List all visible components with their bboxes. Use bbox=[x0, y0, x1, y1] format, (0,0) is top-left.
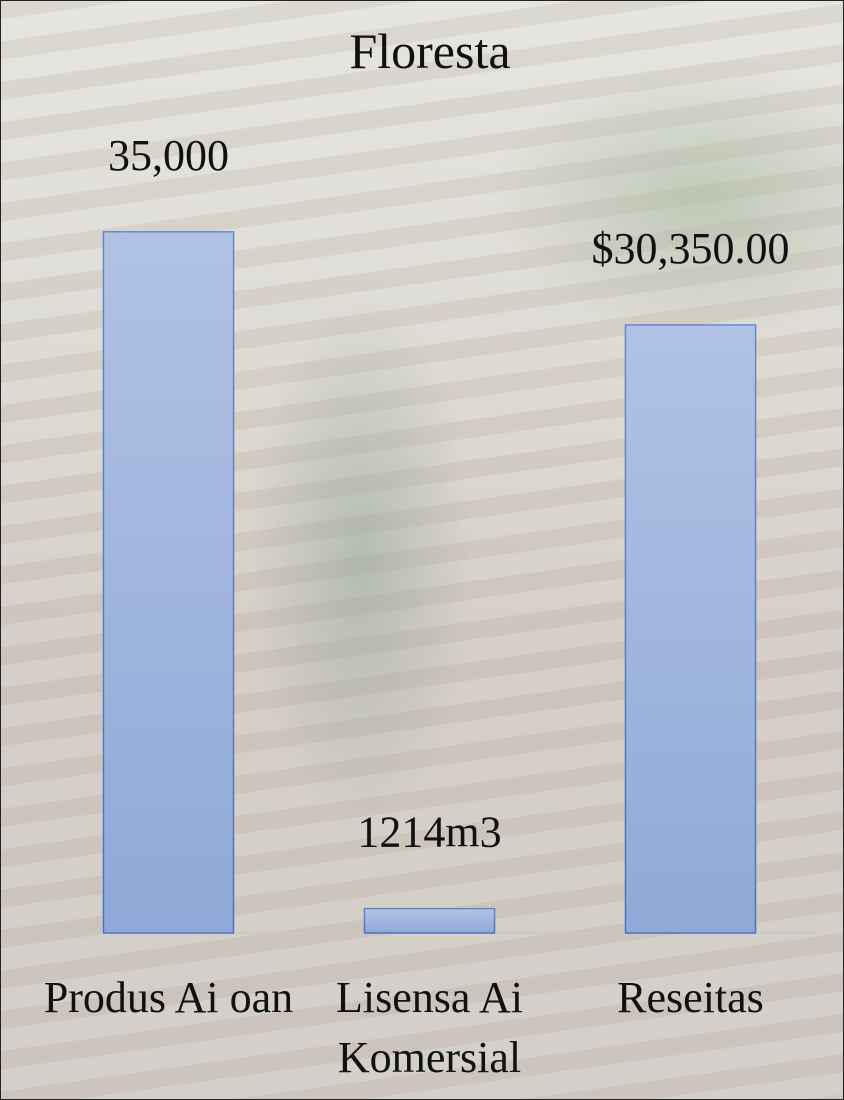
page: Floresta 35,0001214m3$30,350.00 (() => {… bbox=[0, 0, 844, 1100]
x-tick-label: Lisensa Ai Komersial bbox=[295, 968, 565, 1088]
chart: Floresta 35,000 1214m3 $30,350.00 bbox=[0, 0, 844, 1100]
value-label: 35,000 bbox=[108, 131, 229, 180]
value-label: $30,350.00 bbox=[592, 224, 790, 273]
x-tick-label: Produs Ai oan bbox=[34, 968, 304, 1028]
bar bbox=[626, 325, 756, 933]
value-label: 1214m3 bbox=[357, 808, 501, 857]
chart-title: Floresta bbox=[349, 23, 510, 79]
bar bbox=[104, 232, 234, 933]
x-tick-label: Reseitas bbox=[556, 968, 826, 1028]
bar bbox=[365, 909, 495, 933]
